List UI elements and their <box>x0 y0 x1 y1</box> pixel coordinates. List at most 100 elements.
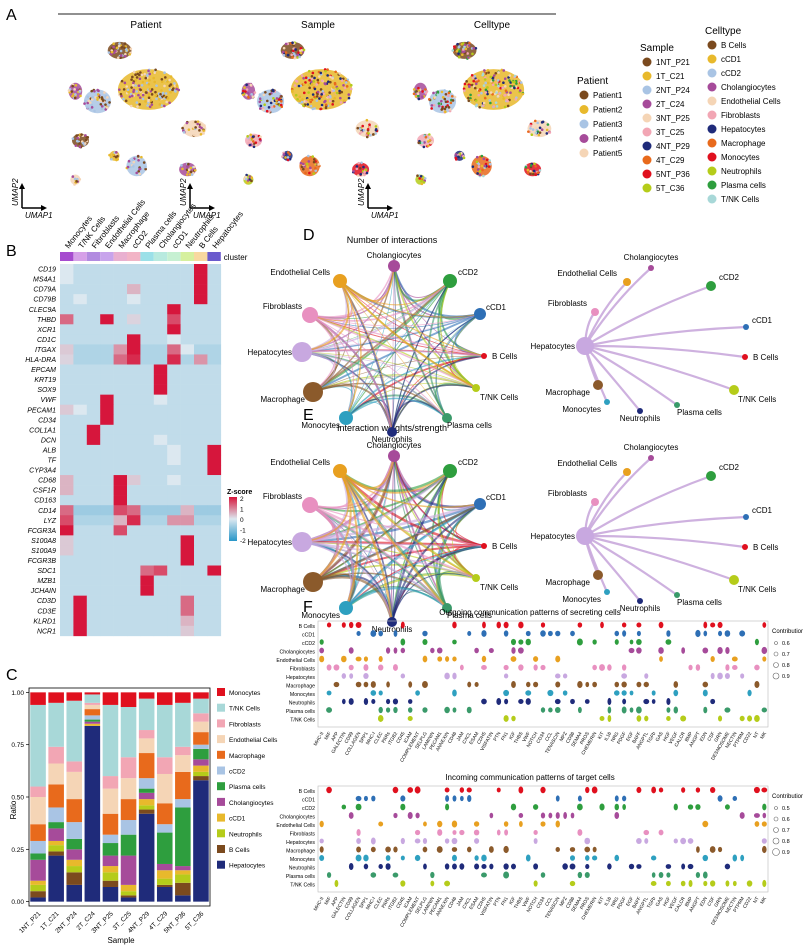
umap-point <box>202 129 206 132</box>
heatmap-cell <box>207 605 222 617</box>
network-node <box>388 450 400 462</box>
umap-point <box>368 125 372 129</box>
umap-point <box>308 78 311 82</box>
dotplot-dot <box>658 647 664 654</box>
umap1-label: UMAP1 <box>193 211 221 220</box>
heatmap-cell <box>140 384 155 395</box>
umap-point <box>317 163 321 166</box>
dotplot-dot <box>481 863 487 870</box>
contribution-legend-label: 0.6 <box>782 817 790 823</box>
heatmap-cell <box>100 465 114 476</box>
heatmap-cell <box>100 294 114 305</box>
umap-point <box>272 89 275 93</box>
umap-point <box>185 168 189 172</box>
umap-point <box>192 165 196 169</box>
umap-point <box>513 86 516 90</box>
umap-point <box>503 105 507 109</box>
heatmap-cell <box>113 424 128 436</box>
umap-point <box>118 88 121 91</box>
heatmap-cell <box>194 384 208 395</box>
dotplot-dot <box>400 855 405 861</box>
umap-point <box>140 83 144 87</box>
umap-point <box>461 42 465 45</box>
heatmap-cell <box>113 394 128 405</box>
umap-point <box>310 74 314 78</box>
heatmap-row-label: CD34 <box>38 417 56 424</box>
network-node <box>591 308 599 316</box>
umap-point <box>332 89 336 92</box>
umap-point <box>447 91 451 95</box>
network-edge <box>301 470 350 543</box>
umap-point <box>367 132 370 135</box>
dotplot-dot <box>518 621 524 629</box>
dotplot-dot <box>761 838 767 844</box>
umap-point <box>254 141 258 144</box>
umap-point <box>137 93 140 97</box>
dotplot-dot <box>636 681 642 688</box>
dotplot-dot <box>510 863 516 870</box>
umap-point <box>423 177 427 180</box>
heatmap-cell <box>73 364 88 375</box>
heatmap-cell <box>140 394 155 405</box>
heatmap-cell <box>153 605 168 617</box>
heatmap-cell <box>127 324 141 335</box>
heatmap-cell <box>86 414 101 426</box>
dotplot-dot <box>739 715 745 722</box>
heatmap-cell <box>127 625 141 637</box>
heatmap-cell <box>194 364 208 375</box>
umap-point <box>164 76 167 79</box>
dotplot-dot <box>724 804 730 810</box>
dotplot-dot <box>732 880 737 887</box>
umap-point <box>340 79 344 82</box>
dotplot-row-label: cCD2 <box>302 806 315 812</box>
dotplot-pathway-label: CD99 <box>344 896 355 910</box>
heatmap-cell <box>194 404 208 416</box>
network-node <box>303 382 323 402</box>
dotplot-pathway-label: VEGF <box>668 896 680 910</box>
heatmap-cell <box>73 324 88 335</box>
umap-point <box>300 100 304 104</box>
umap-point <box>131 84 135 87</box>
network-edge <box>437 470 477 579</box>
umap-point <box>444 100 448 104</box>
heatmap-cell <box>60 565 74 576</box>
umap-point <box>365 118 369 122</box>
bar-legend-label: B Cells <box>229 847 250 854</box>
dotplot-pathway-label: VEGF <box>668 731 680 745</box>
umap-point <box>166 96 170 100</box>
heatmap-cell <box>127 444 141 456</box>
dotplot-dot <box>540 630 546 637</box>
umap-point <box>192 133 196 137</box>
dotplot-dot <box>363 664 369 671</box>
heatmap-cell <box>73 394 88 405</box>
heatmap-cell <box>60 314 74 325</box>
bar-segment <box>193 692 209 699</box>
dotplot-pathway-label: VWF <box>521 896 532 908</box>
legend-title: Celltype <box>705 26 742 37</box>
heatmap-cell <box>207 454 222 466</box>
umap-point <box>313 87 317 91</box>
bar-segment <box>102 872 119 881</box>
bar-legend-label: Plasma cells <box>229 784 266 791</box>
umap-point <box>313 107 316 110</box>
dotplot-dot <box>621 681 627 688</box>
heatmap-cell <box>86 495 101 506</box>
bar-segment <box>120 799 137 821</box>
umap-point <box>429 135 432 138</box>
dotplot-dot <box>754 821 760 827</box>
heatmap-cell <box>140 404 155 416</box>
heatmap-cell <box>140 495 155 506</box>
dotplot-pathway-label: IGF <box>508 896 517 906</box>
dotplot-dot <box>363 854 369 862</box>
heatmap-cell <box>73 535 88 546</box>
dotplot-dot <box>319 820 324 828</box>
heatmap-cell <box>153 344 168 355</box>
bar-segment <box>48 851 64 856</box>
heatmap-cell <box>153 354 168 365</box>
umap-point <box>147 99 150 103</box>
heatmap-cell <box>194 264 208 275</box>
umap-point <box>492 74 496 77</box>
contribution-legend-label: 0.7 <box>782 652 790 658</box>
umap-point <box>487 165 491 168</box>
